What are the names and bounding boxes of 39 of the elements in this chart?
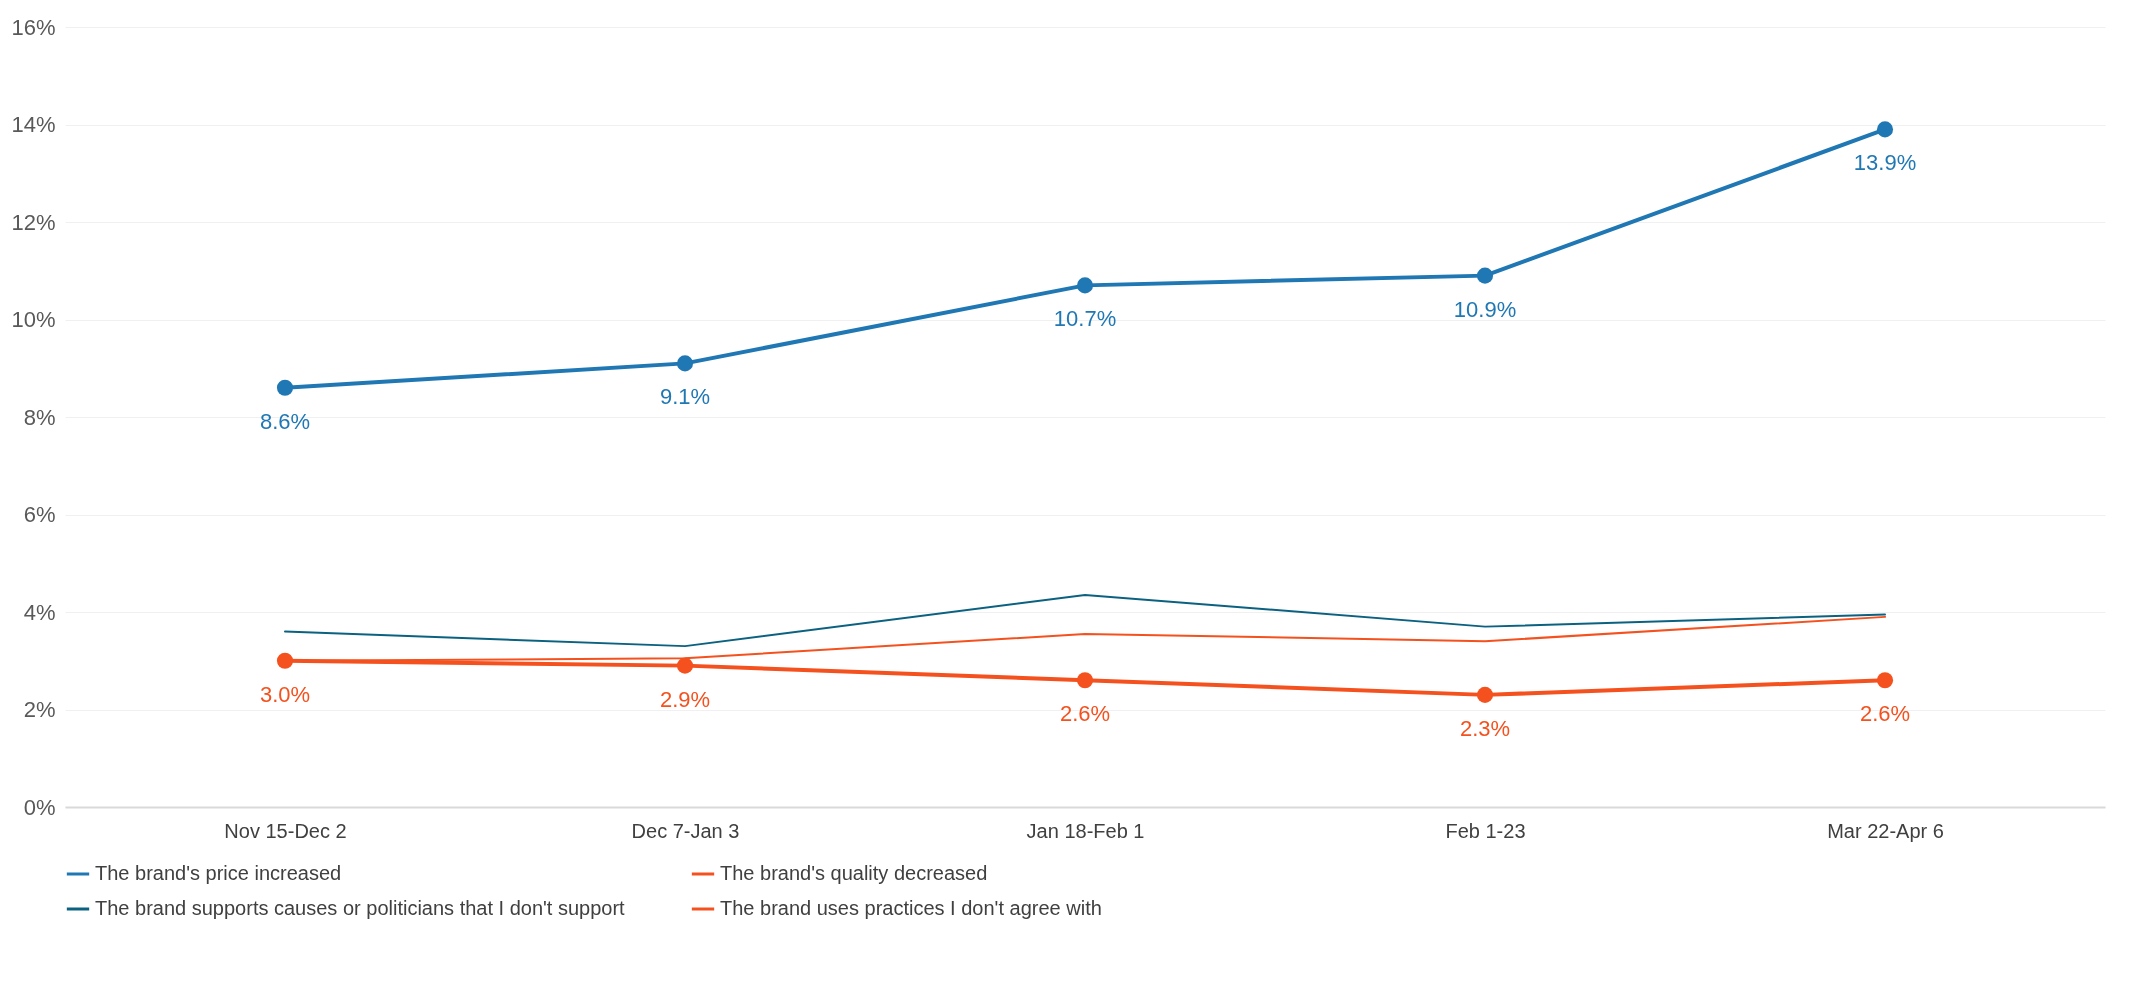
y-tick-label: 8%	[23, 404, 56, 430]
data-label: 2.3%	[1459, 715, 1511, 741]
x-tick-label: Nov 15-Dec 2	[224, 819, 347, 842]
y-tick-label: 10%	[11, 307, 56, 332]
point	[276, 379, 294, 396]
y-tick-label: 4%	[23, 599, 56, 625]
x-tick-label: Feb 1-23	[1445, 819, 1526, 842]
y-tick-label: 12%	[11, 209, 56, 235]
x-tick-label: Dec 7-Jan 3	[631, 819, 740, 842]
point	[1476, 686, 1494, 703]
data-label: 2.9%	[659, 686, 711, 712]
data-label: 10.9%	[1453, 296, 1517, 322]
y-tick-label: 0%	[23, 794, 56, 820]
legend-label: The brand's quality decreased	[720, 862, 988, 884]
point	[1476, 267, 1494, 284]
y-tick-label: 14%	[11, 112, 56, 137]
data-label: 13.9%	[1853, 150, 1917, 176]
data-label: 9.1%	[659, 384, 711, 410]
y-tick-label: 16%	[11, 14, 56, 40]
data-label: 3.0%	[259, 681, 311, 707]
line-series	[284, 593, 1886, 648]
point	[1876, 672, 1894, 689]
x-tick-label: Jan 18-Feb 1	[1026, 819, 1145, 842]
point	[1076, 672, 1094, 689]
point	[1876, 121, 1894, 138]
legend-label: The brand's price increased	[95, 862, 342, 884]
legend-label: The brand supports causes or politicians that I don't support	[95, 897, 626, 919]
point	[1076, 277, 1094, 294]
y-tick-label: 6%	[23, 502, 56, 527]
data-label: 2.6%	[1059, 701, 1111, 727]
point	[276, 652, 294, 669]
legend-label: The brand uses practices I don't agree with	[720, 897, 1102, 919]
point	[676, 657, 694, 674]
y-tick-label: 2%	[23, 697, 56, 722]
data-label: 10.7%	[1053, 306, 1117, 332]
x-tick-label: Mar 22-Apr 6	[1827, 819, 1944, 842]
data-label: 2.6%	[1859, 701, 1911, 727]
point	[676, 355, 694, 372]
data-label: 8.6%	[259, 408, 311, 434]
